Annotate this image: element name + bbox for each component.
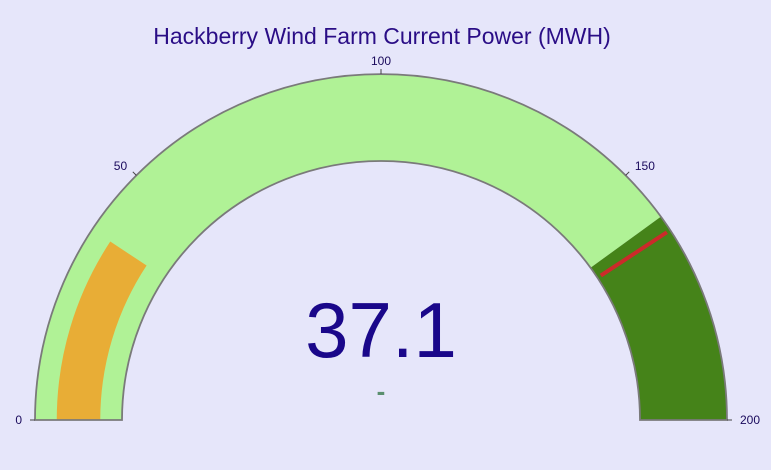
tick-label-200: 200 (740, 413, 760, 427)
gauge (34, 73, 728, 421)
tick-mark-50 (132, 171, 137, 176)
chart-title: Hackberry Wind Farm Current Power (MWH) (153, 23, 611, 49)
gauge-step-0 (35, 74, 661, 420)
gauge-step-1 (590, 216, 727, 420)
tick-mark-150 (625, 171, 630, 176)
delta-indicator: - (377, 376, 386, 406)
gauge-value-bar (56, 241, 147, 420)
tick-label-0: 0 (15, 413, 22, 427)
gauge-border (34, 73, 728, 421)
value-display: 37.1 (305, 286, 457, 374)
gauge-ticks: 0 50 100 150 200 (15, 54, 760, 427)
tick-label-50: 50 (114, 159, 128, 173)
gauge-threshold (599, 230, 668, 278)
tick-label-100: 100 (371, 54, 391, 68)
tick-label-150: 150 (635, 159, 655, 173)
